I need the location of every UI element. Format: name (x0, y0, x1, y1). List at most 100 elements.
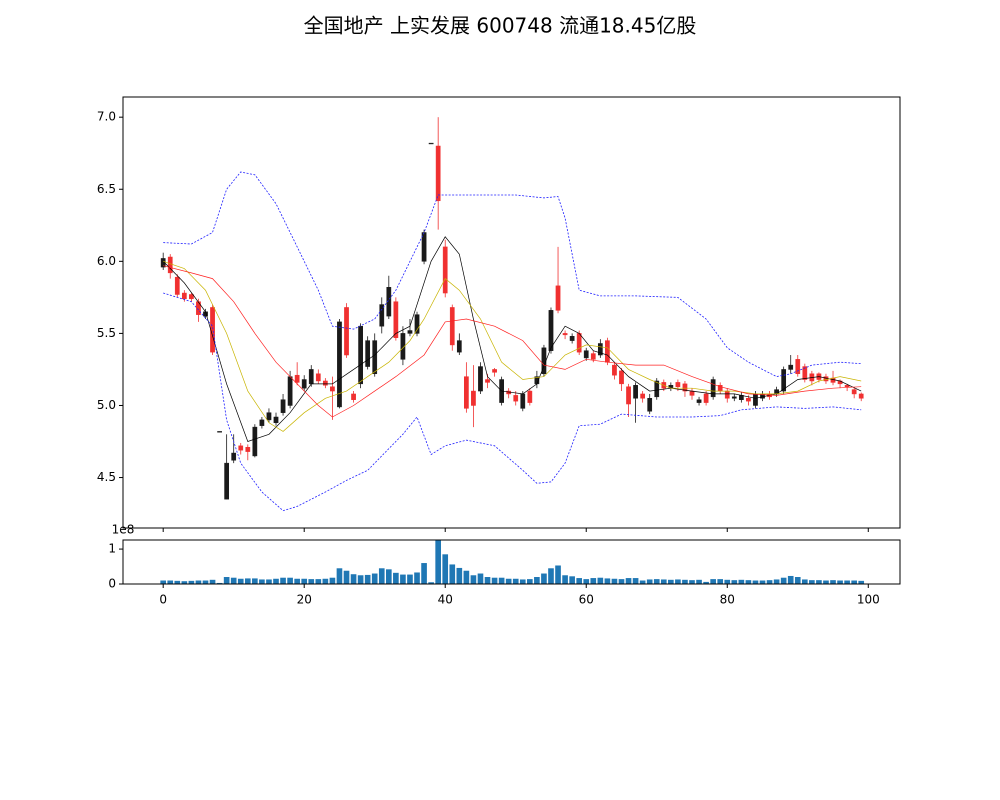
volume-bar (209, 579, 216, 584)
candle-body (823, 376, 829, 382)
candle-body (548, 310, 554, 351)
x-tick-label: 100 (857, 593, 880, 607)
volume-bar (724, 579, 731, 584)
volume-bar (710, 579, 716, 584)
candle-body (703, 393, 709, 403)
candle-body (273, 416, 279, 424)
candle-body (379, 304, 385, 327)
candle-body (442, 246, 448, 294)
volume-bar (294, 578, 300, 584)
candle-body (160, 258, 166, 268)
candle-body (605, 340, 610, 363)
candle-body (478, 366, 483, 392)
candle-body (181, 292, 187, 300)
volume-bar (731, 580, 738, 584)
volume-bar (160, 580, 167, 584)
candle-body (351, 393, 356, 400)
volume-bar (752, 580, 759, 584)
volume-bar (357, 575, 364, 584)
y-tick-label: 6.5 (97, 182, 116, 196)
volume-bar (858, 580, 865, 584)
candle-body (633, 385, 638, 399)
volume-bar (745, 580, 752, 584)
y-tick-label: 5.5 (97, 326, 116, 340)
volume-bar (682, 579, 688, 584)
volume-bar (646, 579, 653, 584)
volume-bar (611, 578, 618, 584)
volume-bar (583, 579, 590, 584)
x-tick-label: 20 (297, 593, 312, 607)
volume-bar (576, 578, 583, 584)
y-tick-label: 4.5 (97, 470, 116, 484)
volume-bar (703, 581, 709, 584)
volume-bar (569, 576, 575, 584)
candle-body (245, 447, 251, 452)
volume-bar (675, 579, 681, 584)
volume-bar (287, 577, 293, 584)
volume-bar (801, 579, 808, 584)
candle-body (844, 385, 850, 387)
volume-bar (830, 580, 836, 584)
axes-frame (122, 539, 901, 585)
x-tick-label: 60 (579, 593, 594, 607)
candle-body (266, 412, 272, 421)
volume-bar (181, 581, 188, 584)
candle-body (252, 426, 258, 457)
candle-body (858, 393, 864, 399)
candle-body (619, 370, 624, 385)
volume-bar (414, 572, 420, 584)
volume-bar (618, 579, 625, 584)
volume-bar (378, 568, 385, 584)
candle-body (675, 382, 681, 387)
candle-body (322, 380, 328, 386)
volume-bar (562, 575, 568, 584)
volume-bar (167, 580, 174, 584)
volume-bar (202, 580, 209, 584)
candle-body (647, 398, 653, 412)
volume-bar (639, 580, 646, 584)
candle-body (555, 285, 561, 311)
candle-body (315, 373, 321, 382)
candle-body (640, 393, 646, 399)
volume-bar (322, 578, 329, 584)
candle-body (421, 232, 427, 262)
candle-body (471, 390, 476, 406)
volume-bar (216, 582, 223, 584)
volume-bar (470, 575, 477, 584)
volume-bar (604, 578, 611, 584)
volume-bar (237, 578, 244, 584)
candle-body (654, 380, 660, 398)
candle-body (464, 376, 469, 409)
volume-bar (787, 575, 794, 584)
volume-bar (174, 580, 181, 584)
volume-bar (766, 580, 773, 584)
candle-body (167, 256, 173, 274)
volume-bar (660, 579, 667, 584)
volume-bar (385, 569, 392, 584)
volume-bar (336, 568, 343, 584)
volume-bar (428, 582, 434, 584)
candle-body (189, 294, 194, 300)
volume-bar (534, 577, 540, 584)
volume-bar (717, 579, 724, 584)
line-series (163, 265, 862, 418)
candle-body (287, 376, 293, 406)
candle-body (400, 333, 406, 360)
candle-body (830, 377, 836, 383)
candle-body (682, 383, 688, 392)
volume-bar (809, 580, 815, 584)
candle-body (689, 390, 695, 396)
candle-body (280, 399, 286, 413)
y-tick-label: 5.0 (97, 398, 116, 412)
volume-bar (463, 570, 470, 584)
y-tick-label: 6.0 (97, 254, 116, 268)
candle-body (414, 314, 420, 334)
y-tick-label: 7.0 (97, 110, 116, 124)
candle-body (485, 379, 490, 383)
candle-body (456, 340, 462, 353)
volume-bar (421, 563, 427, 584)
volume-bar (519, 579, 526, 584)
volume-bar (244, 578, 251, 584)
volume-bar (555, 565, 561, 584)
